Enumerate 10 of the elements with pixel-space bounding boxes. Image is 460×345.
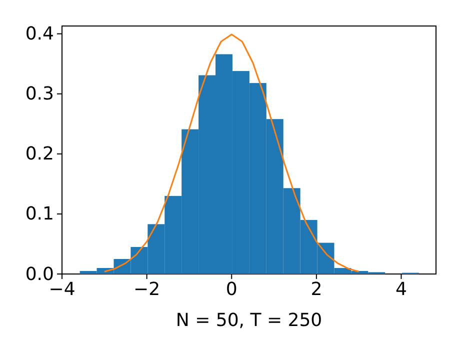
y-tick-label: 0.1 xyxy=(25,204,54,225)
y-tick-label: 0.3 xyxy=(25,84,54,105)
y-tick-label: 0.2 xyxy=(25,144,54,165)
x-axis-title: N = 50, T = 250 xyxy=(176,310,322,331)
x-tick-label: 2 xyxy=(310,278,322,300)
x-tick-label: 4 xyxy=(396,278,407,300)
x-tick-label: 0 xyxy=(226,278,238,300)
y-tick-label: 0.4 xyxy=(25,24,54,45)
x-tick-label: −2 xyxy=(134,278,160,300)
y-tick-label: 0.0 xyxy=(25,264,54,285)
